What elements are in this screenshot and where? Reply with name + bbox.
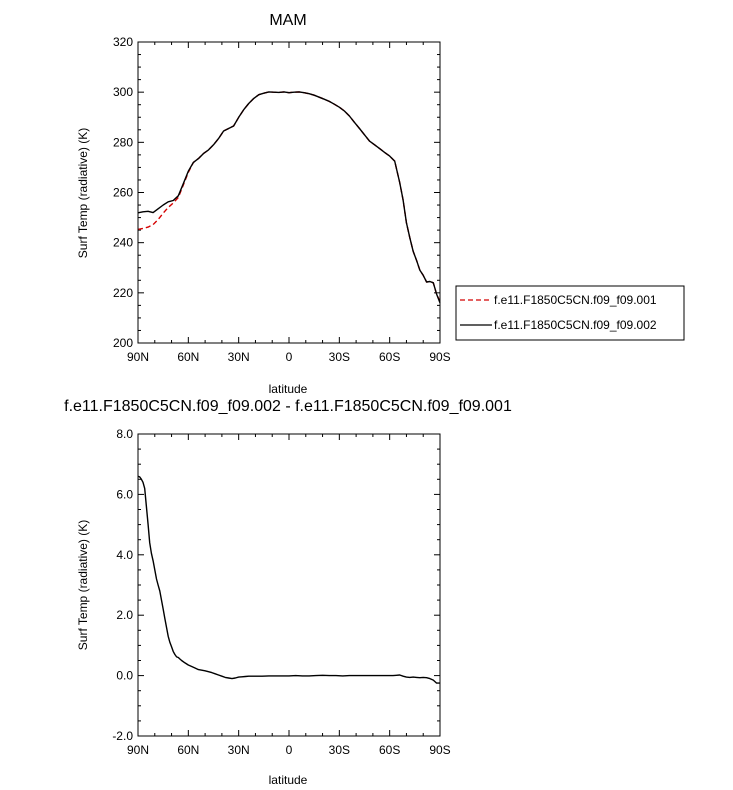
chart-top-legend: f.e11.F1850C5CN.f09_f09.001 f.e11.F1850C…: [455, 285, 685, 341]
chart-bottom-xtick-label: 90S: [429, 743, 450, 757]
chart-bottom: f.e11.F1850C5CN.f09_f09.002 - f.e11.F185…: [64, 398, 512, 787]
chart-top-xtick-labels: 90N 60N 30N 0 30S 60S 90S: [127, 350, 451, 364]
chart-top-xtick-label: 90N: [127, 350, 149, 364]
chart-bottom-xtick-label: 0: [286, 743, 293, 757]
chart-bottom-xtick-label: 60S: [379, 743, 400, 757]
chart-bottom-ticks: [137, 433, 441, 737]
chart-bottom-ytick-label: 6.0: [116, 487, 133, 501]
chart-top-title: MAM: [269, 12, 306, 29]
chart-top-series-line-1: [137, 91, 441, 302]
chart-top-ytick-label: 260: [113, 186, 133, 200]
chart-top-ylabel: Surf Temp (radiative) (K): [76, 128, 90, 258]
chart-top-ticks: [137, 41, 441, 344]
chart-top-plot-frame: [137, 41, 441, 344]
chart-top-xlabel: latitude: [269, 382, 308, 396]
chart-top-xtick-label: 30S: [329, 350, 350, 364]
chart-bottom-xtick-label: 90N: [127, 743, 149, 757]
chart-top-ytick-labels: 200 220 240 260 280 300 320: [113, 35, 133, 350]
chart-top-ytick-label: 240: [113, 236, 133, 250]
chart-bottom-series-line-1: [137, 475, 440, 684]
chart-top-ytick-label: 320: [113, 35, 133, 49]
chart-bottom-xtick-label: 60N: [177, 743, 199, 757]
chart-top-xtick-label: 0: [286, 350, 293, 364]
chart-top: MAM Surf Temp (radiative) (K) latitude 9…: [76, 12, 451, 396]
chart-bottom-ytick-label: -2.0: [112, 729, 133, 743]
chart-bottom-ylabel: Surf Temp (radiative) (K): [76, 520, 90, 650]
chart-top-series: [137, 91, 441, 304]
chart-bottom-series: [137, 475, 440, 684]
chart-bottom-xtick-labels: 90N 60N 30N 0 30S 60S 90S: [127, 743, 451, 757]
chart-top-ytick-label: 200: [113, 336, 133, 350]
chart-top-xtick-label: 30N: [228, 350, 250, 364]
legend-label-series-002: f.e11.F1850C5CN.f09_f09.002: [494, 318, 657, 332]
chart-top-xtick-label: 60S: [379, 350, 400, 364]
chart-bottom-xtick-label: 30S: [329, 743, 350, 757]
chart-bottom-ytick-label: 4.0: [116, 548, 133, 562]
legend-box: [455, 285, 685, 341]
chart-top-xtick-label: 90S: [429, 350, 450, 364]
chart-top-ytick-label: 280: [113, 135, 133, 149]
legend-label-series-001: f.e11.F1850C5CN.f09_f09.001: [494, 293, 657, 307]
chart-top-ytick-label: 220: [113, 286, 133, 300]
chart-bottom-ytick-label: 2.0: [116, 608, 133, 622]
chart-bottom-ytick-label: 8.0: [116, 427, 133, 441]
chart-bottom-ytick-label: 0.0: [116, 669, 133, 683]
chart-bottom-ytick-labels: -2.0 0.0 2.0 4.0 6.0 8.0: [112, 427, 133, 743]
chart-bottom-title: f.e11.F1850C5CN.f09_f09.002 - f.e11.F185…: [64, 398, 512, 415]
chart-bottom-xtick-label: 30N: [228, 743, 250, 757]
chart-top-series-line-2: [137, 91, 441, 304]
chart-top-ytick-label: 300: [113, 85, 133, 99]
chart-top-xtick-label: 60N: [177, 350, 199, 364]
chart-bottom-xlabel: latitude: [269, 773, 308, 787]
chart-bottom-plot-frame: [137, 433, 441, 737]
